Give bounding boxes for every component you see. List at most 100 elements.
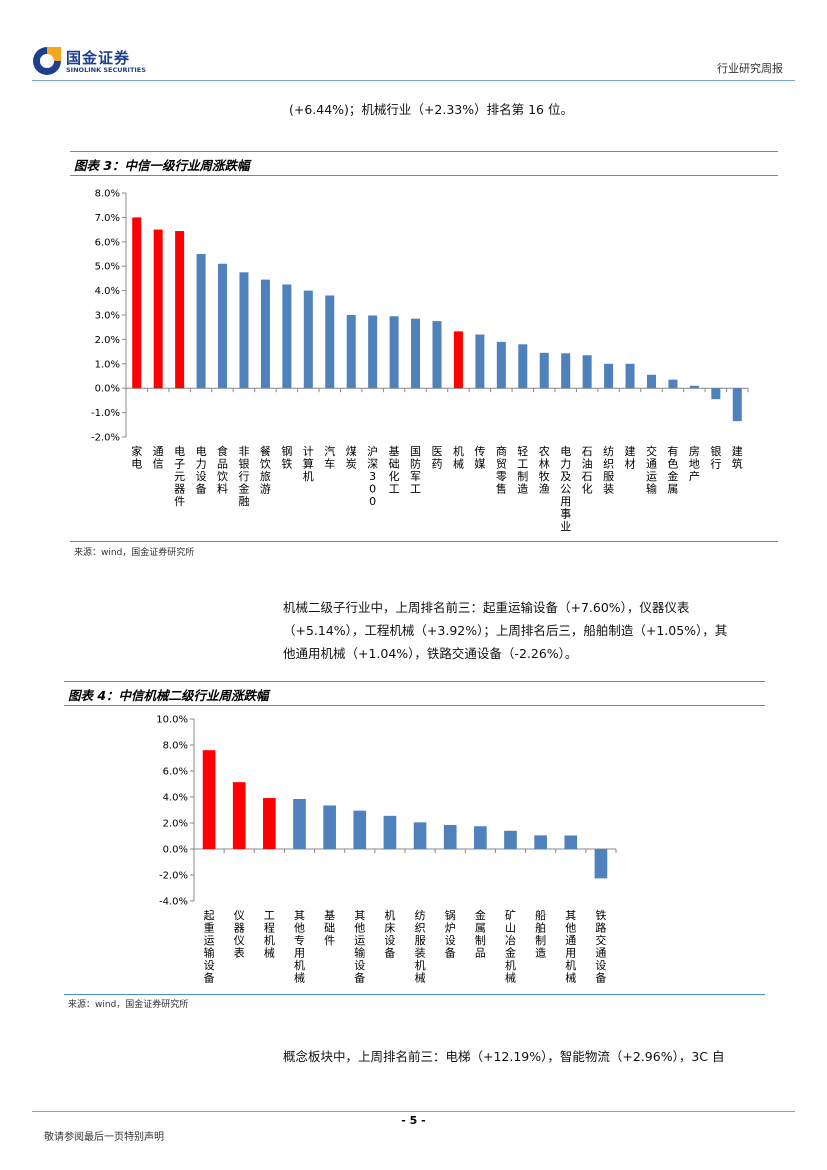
x-category-char: 银	[238, 457, 249, 471]
x-category-char: 行	[238, 470, 249, 483]
x-category-char: 化	[389, 469, 400, 483]
x-category-char: 炭	[346, 458, 357, 471]
x-category-char: 仪	[234, 909, 245, 922]
bar	[260, 279, 270, 389]
x-category-char: 金	[475, 908, 486, 922]
x-category-char: 餐	[260, 444, 271, 458]
x-category-char: 备	[204, 971, 215, 985]
x-category-char: 电	[131, 458, 142, 471]
x-category-char: 通	[646, 458, 657, 471]
x-category-char: 工	[517, 458, 528, 471]
x-category-char: 床	[384, 921, 395, 935]
x-category-char: 设	[204, 959, 215, 972]
x-category-label: 传媒	[474, 445, 485, 471]
x-category-char: 山	[505, 922, 516, 935]
x-category-char: 纺	[603, 444, 614, 458]
bar	[689, 385, 699, 389]
x-category-char: 力	[196, 458, 207, 471]
x-category-char: 深	[367, 458, 378, 471]
y-tick-label: -4.0%	[159, 897, 188, 908]
bar	[496, 341, 506, 389]
x-category-char: 工	[410, 483, 421, 496]
y-tick-label: -1.0%	[91, 408, 120, 419]
x-category-char: 媒	[474, 458, 485, 471]
figure4-bar-chart: 10.0%8.0%6.0%4.0%2.0%0.0%-2.0%-4.0%起重运输设…	[156, 715, 617, 985]
x-category-char: 输	[204, 946, 215, 960]
bar	[475, 334, 485, 389]
x-category-char: 行	[710, 458, 721, 471]
x-category-char: 机	[505, 958, 516, 972]
x-category-char: 仪	[234, 934, 245, 947]
intro-line: (+6.44%)；机械行业（+2.33%）排名第 16 位。	[289, 102, 573, 117]
x-category-char: 及	[560, 470, 571, 483]
x-category-char: 地	[689, 458, 700, 471]
figure3-title: 图表 3：中信一级行业周涨跌幅	[74, 158, 250, 173]
x-category-label: 银行	[710, 444, 721, 471]
x-category-char: 防	[410, 457, 421, 471]
x-category-char: 国	[410, 445, 421, 458]
x-category-char: 其	[354, 909, 365, 922]
x-category-char: 金	[238, 482, 249, 496]
x-category-char: 料	[217, 482, 228, 496]
x-category-char: 汽	[324, 444, 335, 458]
x-category-char: 械	[264, 946, 275, 960]
header-divider	[32, 80, 795, 81]
x-category-char: 工	[264, 909, 275, 922]
y-tick-label: 3.0%	[95, 311, 120, 322]
figure4-top-rule	[64, 681, 765, 682]
x-category-char: 其	[294, 909, 305, 922]
x-category-char: 础	[389, 458, 400, 471]
y-tick-label: 2.0%	[163, 819, 188, 830]
x-category-char: 用	[294, 947, 305, 960]
bar	[432, 321, 442, 389]
x-category-char: 交	[595, 933, 606, 947]
x-category-char: 石	[582, 470, 593, 483]
x-category-char: 材	[625, 457, 636, 471]
x-category-char: 备	[595, 971, 606, 985]
x-category-char: 信	[153, 458, 164, 471]
x-category-char: 表	[234, 946, 245, 960]
paragraph-concept-boards: 概念板块中，上周排名前三：电梯（+12.19%），智能物流（+2.96%），3C…	[283, 1049, 725, 1064]
x-category-char: 件	[324, 934, 335, 947]
x-category-char: 银	[710, 444, 721, 458]
x-category-char: 备	[445, 946, 456, 960]
x-category-char: 用	[560, 495, 571, 508]
y-tick-label: 5.0%	[95, 262, 120, 273]
figure3-source: 来源：wind，国金证券研究所	[74, 548, 195, 558]
x-category-char: 属	[475, 922, 486, 935]
y-tick-label: 1.0%	[95, 359, 120, 370]
x-category-char: 产	[689, 469, 700, 483]
x-category-char: 基	[389, 445, 400, 458]
x-category-char: 牧	[539, 469, 550, 483]
bar	[534, 835, 547, 849]
x-category-label: 建材	[625, 444, 636, 471]
x-category-char: 轻	[517, 444, 528, 458]
x-category-char: 电	[196, 445, 207, 458]
bar	[218, 263, 228, 389]
footer-divider	[32, 1111, 795, 1112]
x-category-char: 他	[565, 922, 576, 935]
x-category-char: 冶	[505, 933, 516, 947]
figure3-title-rule	[70, 175, 778, 176]
x-category-char: 器	[174, 483, 185, 496]
x-category-label: 船舶制造	[535, 908, 546, 960]
x-category-char: 电	[174, 445, 185, 458]
bar	[353, 810, 367, 849]
figure4-title-rule	[64, 705, 765, 706]
x-category-char: 钢	[281, 445, 292, 458]
x-category-char: 炉	[445, 922, 456, 935]
x-category-char: 设	[384, 934, 395, 947]
x-category-char: 专	[294, 933, 305, 947]
x-category-char: 设	[354, 959, 365, 972]
